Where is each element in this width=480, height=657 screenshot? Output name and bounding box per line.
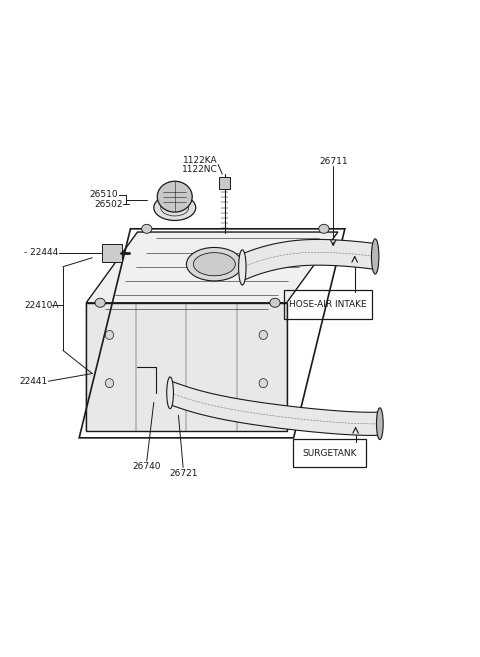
Ellipse shape xyxy=(95,298,105,307)
Ellipse shape xyxy=(142,224,152,233)
Ellipse shape xyxy=(154,194,196,221)
Ellipse shape xyxy=(376,408,383,440)
Polygon shape xyxy=(240,239,377,280)
Text: 22410A: 22410A xyxy=(24,301,59,310)
Text: 26740: 26740 xyxy=(132,463,161,471)
FancyBboxPatch shape xyxy=(102,244,122,261)
Ellipse shape xyxy=(105,330,114,340)
Text: 26510: 26510 xyxy=(89,191,118,199)
Text: 22441: 22441 xyxy=(20,376,48,386)
Ellipse shape xyxy=(239,250,246,285)
Text: SURGETANK: SURGETANK xyxy=(302,449,357,458)
Polygon shape xyxy=(86,232,338,303)
Text: 26502: 26502 xyxy=(94,200,122,209)
Ellipse shape xyxy=(186,248,242,281)
Ellipse shape xyxy=(259,330,267,340)
Text: HOSE-AIR INTAKE: HOSE-AIR INTAKE xyxy=(289,300,367,309)
Ellipse shape xyxy=(157,181,192,212)
Ellipse shape xyxy=(105,378,114,388)
Ellipse shape xyxy=(193,252,235,276)
Polygon shape xyxy=(168,382,380,436)
Text: - 22444: - 22444 xyxy=(24,248,58,257)
Ellipse shape xyxy=(259,378,267,388)
Text: 1122KA: 1122KA xyxy=(183,156,217,164)
Polygon shape xyxy=(86,303,287,432)
Text: 1122NC: 1122NC xyxy=(182,164,217,173)
Ellipse shape xyxy=(270,298,280,307)
Text: 26721: 26721 xyxy=(169,468,197,478)
Ellipse shape xyxy=(167,377,173,409)
Ellipse shape xyxy=(372,239,379,274)
FancyBboxPatch shape xyxy=(219,177,230,189)
Ellipse shape xyxy=(319,224,329,233)
Text: 26711: 26711 xyxy=(319,157,348,166)
